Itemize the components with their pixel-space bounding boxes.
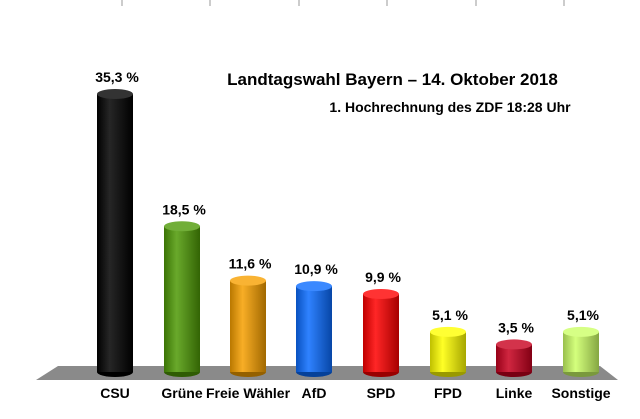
- bar-top: [563, 326, 599, 337]
- bar-top: [363, 289, 399, 300]
- bars-group: [97, 89, 599, 377]
- bar-body: [563, 331, 599, 372]
- value-label: 3,5 %: [498, 319, 534, 335]
- category-label: Grüne: [161, 385, 202, 401]
- bar-linke: [496, 339, 532, 377]
- bar-afd: [296, 281, 332, 377]
- bar-freie-wähler: [230, 275, 266, 377]
- value-label: 5,1%: [567, 307, 599, 323]
- value-label: 11,6 %: [229, 256, 272, 272]
- bar-csu: [97, 89, 133, 377]
- category-label: SPD: [367, 385, 396, 401]
- bar-body: [430, 331, 466, 372]
- category-label: CSU: [100, 385, 130, 401]
- bar-body: [363, 294, 399, 372]
- bar-sonstige: [563, 326, 599, 377]
- bar-spd: [363, 289, 399, 377]
- chart-subtitle: 1. Hochrechnung des ZDF 18:28 Uhr: [329, 99, 571, 115]
- value-label: 9,9 %: [365, 269, 401, 285]
- bar-top: [164, 221, 200, 232]
- value-label: 35,3 %: [95, 69, 139, 85]
- bar-top: [496, 339, 532, 350]
- bar-top: [230, 275, 266, 286]
- bar-fpd: [430, 326, 466, 377]
- bar-body: [230, 280, 266, 372]
- bar-body: [164, 226, 200, 372]
- top-tick-marks: [121, 0, 565, 6]
- category-label: Freie Wähler: [206, 385, 291, 401]
- bar-top: [97, 89, 133, 99]
- value-label: 18,5 %: [162, 201, 206, 217]
- bar-grüne: [164, 221, 200, 377]
- category-labels-group: CSU Grüne Freie Wähler AfD SPD FPD Linke Sonsti…: [100, 385, 611, 401]
- bar-top: [430, 326, 466, 337]
- category-label: Linke: [496, 385, 533, 401]
- bar-body: [296, 286, 332, 372]
- category-label: FPD: [434, 385, 462, 401]
- bar-top: [296, 281, 332, 292]
- bar-body: [97, 94, 133, 372]
- value-label: 10,9 %: [294, 261, 338, 277]
- category-label: AfD: [302, 385, 327, 401]
- chart-title: Landtagswahl Bayern – 14. Oktober 2018: [227, 70, 558, 89]
- category-label: Sonstige: [551, 385, 610, 401]
- value-labels-group: 35,3 % 18,5 % 11,6 % 10,9 % 9,9 % 5,1 % 3,5 % 5…: [95, 69, 599, 335]
- value-label: 5,1 %: [432, 307, 468, 323]
